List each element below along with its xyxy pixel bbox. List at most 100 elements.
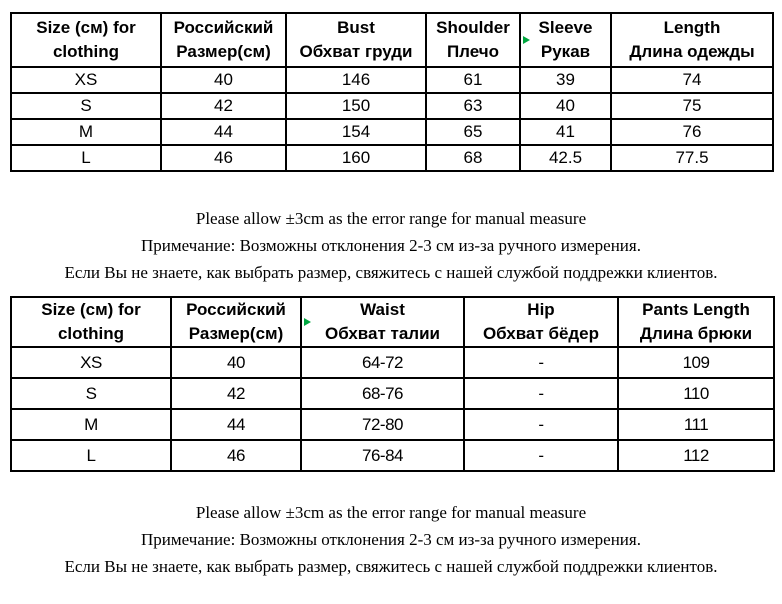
size-label-cell: L	[10, 144, 162, 172]
column-header-line: Длина брюки	[639, 324, 753, 343]
value-cell: 150	[285, 92, 427, 120]
value-cell: 41	[519, 118, 612, 146]
size-label-cell: S	[10, 92, 162, 120]
column-header-line: Российский	[173, 18, 274, 37]
size-label-cell: S	[10, 377, 172, 410]
value-cell: 39	[519, 66, 612, 94]
column-header-line: Обхват талии	[325, 324, 440, 343]
value-cell: 42.5	[519, 144, 612, 172]
table-row: S 42 150 63 40 75	[10, 92, 774, 120]
column-header-line: clothing	[52, 42, 120, 61]
pants-size-table: Size (см) for clothing Российский Размер(см…	[10, 296, 775, 472]
size-label-cell: M	[10, 118, 162, 146]
value-cell: 112	[617, 439, 775, 472]
column-header: Sleeve Рукав	[519, 12, 612, 68]
value-cell: -	[463, 377, 619, 410]
table-header-row: Size (см) for clothing Российский Размер(см…	[10, 296, 775, 348]
column-header-line: Рукав	[540, 42, 591, 61]
value-cell: 111	[617, 408, 775, 441]
value-cell: 46	[170, 439, 302, 472]
column-header: Waist Обхват талии	[300, 296, 465, 348]
comment-marker-icon	[304, 318, 311, 326]
value-cell: 44	[160, 118, 287, 146]
comment-marker-icon	[523, 36, 530, 44]
value-cell: 109	[617, 346, 775, 379]
value-cell: 40	[160, 66, 287, 94]
note-line: Если Вы не знаете, как выбрать размер, с…	[64, 557, 718, 576]
value-cell: 65	[425, 118, 521, 146]
column-header: Российский Размер(см)	[160, 12, 287, 68]
column-header-line: Shoulder	[436, 18, 510, 37]
size-label-cell: XS	[10, 66, 162, 94]
value-cell: 75	[610, 92, 774, 120]
column-header: Pants Length Длина брюки	[617, 296, 775, 348]
value-cell: 40	[170, 346, 302, 379]
value-cell: 74	[610, 66, 774, 94]
note-line: Примечание: Возможны отклонения 2-3 см и…	[141, 530, 641, 549]
value-cell: 42	[170, 377, 302, 410]
column-header: Size (см) for clothing	[10, 296, 172, 348]
column-header-line: Size (см) for	[36, 18, 136, 37]
column-header-line: Обхват груди	[299, 42, 413, 61]
table-row: XS 40 64-72-109	[10, 346, 775, 379]
value-cell: 76-84	[300, 439, 465, 472]
column-header-line: Size (см) for	[41, 300, 141, 319]
value-cell: 68	[425, 144, 521, 172]
column-header: Bust Обхват груди	[285, 12, 427, 68]
clothing-size-table: Size (см) for clothing Российский Размер(см…	[10, 12, 774, 172]
note-line: Please allow ±3cm as the error range for…	[195, 209, 587, 228]
column-header-line: Bust	[337, 18, 375, 37]
value-cell: -	[463, 346, 619, 379]
size-label-cell: XS	[10, 346, 172, 379]
column-header-line: Sleeve	[538, 18, 593, 37]
note-line: Примечание: Возможны отклонения 2-3 см и…	[141, 236, 641, 255]
column-header-line: Length	[663, 18, 721, 37]
table-row: L 46 160 68 42.5 77.5	[10, 144, 774, 172]
column-header-line: clothing	[57, 324, 125, 343]
column-header: Российский Размер(см)	[170, 296, 302, 348]
column-header-line: Размер(см)	[188, 324, 284, 343]
value-cell: 72-80	[300, 408, 465, 441]
value-cell: 77.5	[610, 144, 774, 172]
column-header-line: Российский	[186, 300, 286, 319]
value-cell: 154	[285, 118, 427, 146]
value-cell: 46	[160, 144, 287, 172]
value-cell: 40	[519, 92, 612, 120]
value-cell: 68-76	[300, 377, 465, 410]
value-cell: -	[463, 439, 619, 472]
column-header-line: Pants Length	[642, 300, 750, 319]
table-header-row: Size (см) for clothing Российский Размер(см…	[10, 12, 774, 68]
column-header-line: Плечо	[446, 42, 500, 61]
measure-note-bottom: Please allow ±3cm as the error range for…	[0, 499, 782, 580]
table-row: L 46 76-84-112	[10, 439, 775, 472]
value-cell: 76	[610, 118, 774, 146]
value-cell: 63	[425, 92, 521, 120]
table-row: M 44 154 65 41 76	[10, 118, 774, 146]
measure-note-top: Please allow ±3cm as the error range for…	[0, 205, 782, 286]
value-cell: 160	[285, 144, 427, 172]
value-cell: 146	[285, 66, 427, 94]
column-header-line: Размер(см)	[176, 42, 271, 61]
value-cell: 42	[160, 92, 287, 120]
size-label-cell: M	[10, 408, 172, 441]
column-header: Length Длина одежды	[610, 12, 774, 68]
column-header-line: Обхват бёдер	[482, 324, 600, 343]
value-cell: 64-72	[300, 346, 465, 379]
column-header-line: Hip	[527, 300, 555, 319]
column-header-line: Waist	[360, 300, 405, 319]
value-cell: 61	[425, 66, 521, 94]
note-line: Если Вы не знаете, как выбрать размер, с…	[64, 263, 718, 282]
table-row: XS 40 146 61 39 74	[10, 66, 774, 94]
value-cell: 110	[617, 377, 775, 410]
note-line: Please allow ±3cm as the error range for…	[195, 503, 587, 522]
table-row: M 44 72-80-111	[10, 408, 775, 441]
column-header: Shoulder Плечо	[425, 12, 521, 68]
table-row: S 42 68-76-110	[10, 377, 775, 410]
column-header-line: Длина одежды	[629, 42, 755, 61]
value-cell: -	[463, 408, 619, 441]
column-header: Hip Обхват бёдер	[463, 296, 619, 348]
column-header: Size (см) for clothing	[10, 12, 162, 68]
size-label-cell: L	[10, 439, 172, 472]
value-cell: 44	[170, 408, 302, 441]
